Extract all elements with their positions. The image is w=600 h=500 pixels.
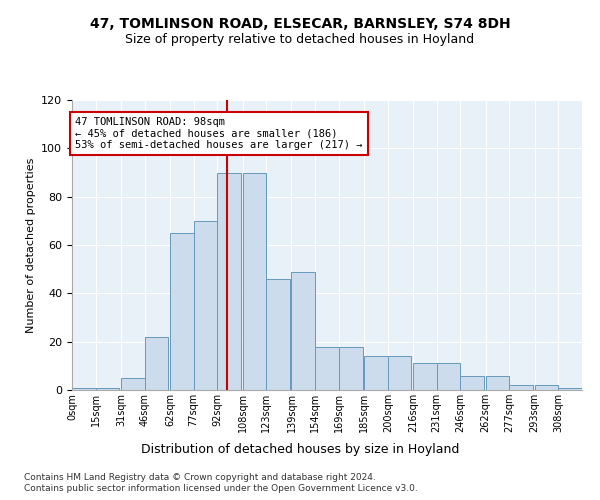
Y-axis label: Number of detached properties: Number of detached properties	[26, 158, 35, 332]
Bar	[535, 385, 559, 390]
Bar	[364, 356, 388, 390]
Text: Size of property relative to detached houses in Hoyland: Size of property relative to detached ho…	[125, 32, 475, 46]
Bar	[266, 279, 290, 390]
Bar	[121, 378, 145, 390]
Bar	[413, 364, 437, 390]
Bar	[559, 388, 582, 390]
Bar	[145, 337, 169, 390]
Bar	[388, 356, 412, 390]
Bar	[509, 385, 533, 390]
Text: 47 TOMLINSON ROAD: 98sqm
← 45% of detached houses are smaller (186)
53% of semi-: 47 TOMLINSON ROAD: 98sqm ← 45% of detach…	[75, 117, 362, 150]
Bar	[95, 388, 119, 390]
Bar	[485, 376, 509, 390]
Bar	[242, 172, 266, 390]
Bar	[437, 364, 460, 390]
Bar	[460, 376, 484, 390]
Text: 47, TOMLINSON ROAD, ELSECAR, BARNSLEY, S74 8DH: 47, TOMLINSON ROAD, ELSECAR, BARNSLEY, S…	[89, 18, 511, 32]
Text: Contains public sector information licensed under the Open Government Licence v3: Contains public sector information licen…	[24, 484, 418, 493]
Bar	[315, 346, 339, 390]
Bar	[170, 233, 194, 390]
Bar	[194, 221, 217, 390]
Bar	[217, 172, 241, 390]
Bar	[292, 272, 315, 390]
Text: Contains HM Land Registry data © Crown copyright and database right 2024.: Contains HM Land Registry data © Crown c…	[24, 472, 376, 482]
Text: Distribution of detached houses by size in Hoyland: Distribution of detached houses by size …	[141, 442, 459, 456]
Bar	[72, 388, 95, 390]
Bar	[339, 346, 362, 390]
